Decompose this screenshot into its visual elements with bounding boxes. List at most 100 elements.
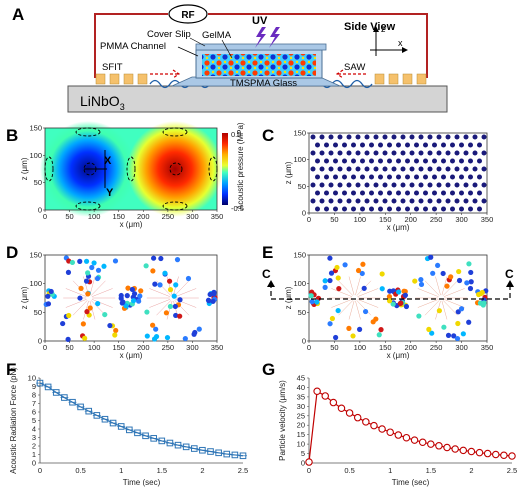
particle [173, 282, 179, 288]
particle [481, 198, 487, 204]
y-tick-label: 5 [32, 416, 36, 425]
particle [382, 166, 388, 172]
particle [386, 298, 393, 304]
streamline [90, 280, 106, 296]
sfit-label: SFIT [102, 62, 123, 73]
gelma-region [202, 54, 316, 76]
particle [66, 312, 72, 319]
data-point [451, 445, 459, 453]
particle [77, 295, 83, 301]
particle [324, 190, 329, 196]
particle [454, 166, 460, 172]
particle [373, 166, 379, 172]
particle [468, 142, 473, 148]
particle [423, 190, 428, 196]
particle [382, 150, 388, 156]
particle [334, 264, 340, 271]
y-tick-label: 2 [32, 442, 36, 451]
particle [441, 158, 446, 164]
heatmap-pressure-field [40, 121, 223, 217]
y-axis-label: z (μm) [284, 286, 293, 309]
data-point [345, 409, 354, 417]
particle [177, 297, 183, 303]
particle [310, 198, 316, 204]
particle [144, 309, 150, 315]
particle [333, 206, 338, 212]
particle [45, 293, 51, 299]
particle [414, 206, 419, 212]
particle [310, 134, 316, 140]
particle [342, 174, 347, 180]
particle [324, 206, 329, 212]
particle [391, 198, 397, 204]
particle [387, 174, 392, 180]
particle [409, 150, 415, 156]
particle [185, 275, 192, 282]
particle [369, 174, 374, 180]
particle [400, 198, 406, 204]
panel-g-letter: G [262, 360, 275, 379]
panel-e-particles [308, 254, 489, 342]
particle [351, 206, 356, 212]
panel-a-letter: A [12, 5, 24, 24]
particle [472, 198, 478, 204]
particle [125, 285, 131, 291]
particle [324, 158, 329, 164]
particle [418, 166, 424, 172]
particle [423, 206, 428, 212]
particle [355, 198, 361, 204]
streamline [348, 300, 355, 320]
particle [398, 300, 404, 306]
x-tick-label: 350 [481, 215, 494, 224]
cut-label-right: C [505, 267, 514, 281]
particle [454, 198, 460, 204]
y-tick-label: 150 [293, 129, 306, 138]
particle [60, 320, 66, 327]
particle [351, 142, 356, 148]
particle [335, 275, 341, 281]
rf-source [168, 4, 208, 24]
particle [379, 271, 385, 277]
streamline [149, 299, 171, 308]
particle [387, 142, 392, 148]
streamline [91, 299, 113, 308]
axis-z-arrowhead-icon [373, 26, 379, 32]
streamline [89, 276, 96, 296]
particle [333, 158, 338, 164]
axis-z-label: z [381, 24, 386, 34]
particle [87, 305, 93, 311]
particle [432, 174, 437, 180]
y-tick-label: 100 [29, 279, 42, 288]
y-tick-label: 50 [34, 308, 42, 317]
particle [124, 293, 130, 299]
particle [373, 150, 379, 156]
y-tick-label: 10 [28, 374, 36, 383]
particle [427, 182, 433, 188]
particle [445, 134, 451, 140]
streamline [331, 299, 353, 308]
particle [405, 142, 410, 148]
particle [387, 190, 392, 196]
particle [455, 309, 461, 315]
particle [327, 321, 333, 327]
particle [319, 182, 325, 188]
particle [314, 299, 320, 305]
particle [336, 285, 342, 292]
particle [158, 255, 164, 262]
y-tick-label: 8 [32, 391, 36, 400]
particle [391, 182, 397, 188]
y-tick-label: 15 [297, 430, 305, 439]
particle [391, 150, 397, 156]
particle [310, 150, 316, 156]
particle [378, 174, 383, 180]
particle [373, 182, 379, 188]
particle [310, 166, 316, 172]
x-tick-label: 250 [162, 212, 175, 221]
particle [445, 150, 451, 156]
particle [396, 206, 401, 212]
x-tick-label: 100 [354, 343, 367, 352]
particle [400, 134, 406, 140]
particle [423, 174, 428, 180]
